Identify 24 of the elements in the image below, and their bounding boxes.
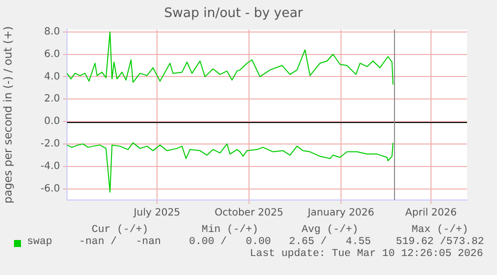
y-tick-label: -4.0 bbox=[40, 160, 60, 172]
x-tick-label: April 2026 bbox=[405, 208, 457, 219]
y-axis-title: pages per second in (-) / out (+) bbox=[1, 26, 14, 204]
x-tick-label: January 2026 bbox=[306, 208, 374, 219]
y-tick-label: 0.0 bbox=[44, 116, 60, 128]
y-tick-label: 2.0 bbox=[44, 94, 60, 105]
y-tick-label: -2.0 bbox=[40, 138, 60, 150]
x-tick-label: October 2025 bbox=[214, 208, 284, 219]
text: 2.65 / 4.55 bbox=[289, 236, 371, 248]
text: 0.00 / 0.00 bbox=[189, 236, 271, 248]
text: Avg (-/+) bbox=[302, 224, 358, 236]
text: Min (-/+) bbox=[202, 224, 258, 236]
y-tick-label: 6.0 bbox=[44, 48, 60, 60]
y-tick-label: -6.0 bbox=[40, 183, 60, 194]
legend-label: swap bbox=[27, 236, 52, 248]
text: Max (-/+) bbox=[412, 224, 468, 236]
text: -nan / -nan bbox=[79, 236, 161, 248]
text: Last update: Tue Mar 10 12:26:05 2026 bbox=[250, 248, 483, 260]
y-tick-label: 4.0 bbox=[44, 71, 60, 82]
text: 519.62 /573.82 bbox=[396, 236, 484, 248]
chart-title: Swap in/out - by year bbox=[164, 6, 304, 22]
text: Cur (-/+) bbox=[92, 224, 148, 236]
x-tick-label: July 2025 bbox=[132, 208, 180, 219]
y-tick-label: 8.0 bbox=[44, 26, 60, 38]
